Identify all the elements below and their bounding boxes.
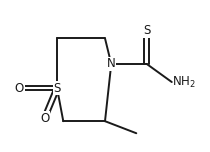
Text: S: S <box>53 82 61 95</box>
Text: O: O <box>15 82 24 95</box>
Text: O: O <box>40 112 49 125</box>
Text: S: S <box>143 24 150 37</box>
Text: NH$_2$: NH$_2$ <box>172 74 196 90</box>
Text: N: N <box>107 57 116 70</box>
